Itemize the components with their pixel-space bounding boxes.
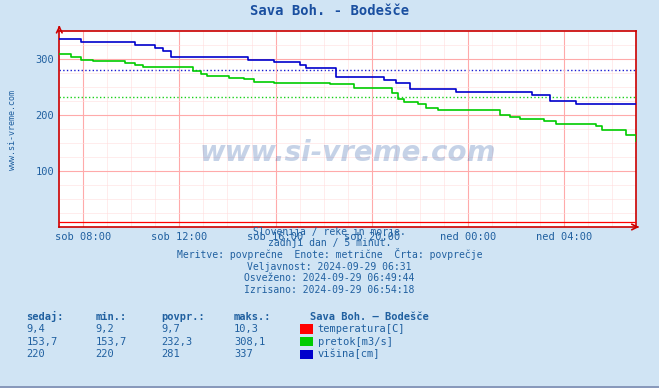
- Text: pretok[m3/s]: pretok[m3/s]: [318, 336, 393, 346]
- Text: 10,3: 10,3: [234, 324, 259, 334]
- Text: Meritve: povprečne  Enote: metrične  Črta: povprečje: Meritve: povprečne Enote: metrične Črta:…: [177, 248, 482, 260]
- Text: 337: 337: [234, 349, 252, 359]
- Text: www.si-vreme.com: www.si-vreme.com: [8, 90, 17, 170]
- Text: Osveženo: 2024-09-29 06:49:44: Osveženo: 2024-09-29 06:49:44: [244, 273, 415, 283]
- Text: povpr.:: povpr.:: [161, 312, 205, 322]
- Text: višina[cm]: višina[cm]: [318, 349, 380, 359]
- Text: 153,7: 153,7: [26, 336, 57, 346]
- Text: Sava Boh. - Bodešče: Sava Boh. - Bodešče: [250, 4, 409, 18]
- Text: 232,3: 232,3: [161, 336, 192, 346]
- Text: 220: 220: [96, 349, 114, 359]
- Text: 220: 220: [26, 349, 45, 359]
- Text: min.:: min.:: [96, 312, 127, 322]
- Text: temperatura[C]: temperatura[C]: [318, 324, 405, 334]
- Text: Izrisano: 2024-09-29 06:54:18: Izrisano: 2024-09-29 06:54:18: [244, 285, 415, 295]
- Text: www.si-vreme.com: www.si-vreme.com: [200, 139, 496, 166]
- Text: 9,2: 9,2: [96, 324, 114, 334]
- Text: 153,7: 153,7: [96, 336, 127, 346]
- Text: 9,4: 9,4: [26, 324, 45, 334]
- Text: sedaj:: sedaj:: [26, 311, 64, 322]
- Text: Slovenija / reke in morje.: Slovenija / reke in morje.: [253, 227, 406, 237]
- Text: zadnji dan / 5 minut.: zadnji dan / 5 minut.: [268, 238, 391, 248]
- Text: 281: 281: [161, 349, 180, 359]
- Text: 9,7: 9,7: [161, 324, 180, 334]
- Text: Veljavnost: 2024-09-29 06:31: Veljavnost: 2024-09-29 06:31: [247, 262, 412, 272]
- Text: Sava Boh. – Bodešče: Sava Boh. – Bodešče: [310, 312, 428, 322]
- Text: maks.:: maks.:: [234, 312, 272, 322]
- Text: 308,1: 308,1: [234, 336, 265, 346]
